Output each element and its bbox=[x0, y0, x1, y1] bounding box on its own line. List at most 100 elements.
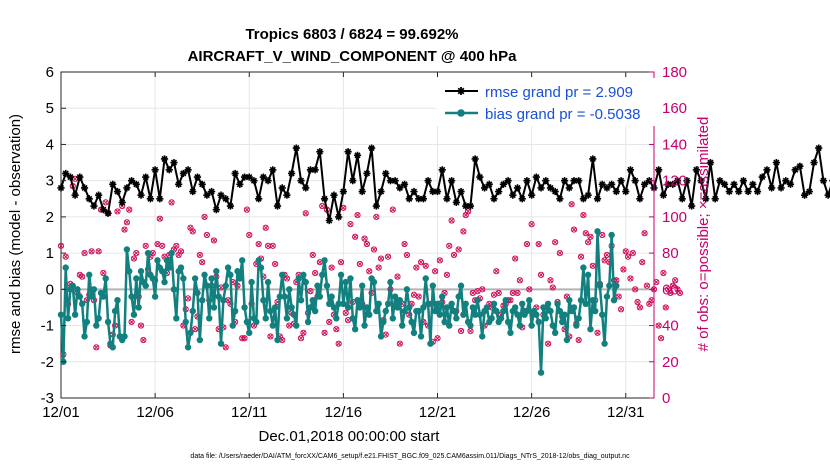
bias-point bbox=[220, 297, 227, 304]
bias-point bbox=[380, 318, 387, 326]
obs-possible-point bbox=[168, 199, 175, 206]
bias-point bbox=[307, 304, 314, 311]
obs-assimilated-point bbox=[451, 252, 457, 258]
obs-possible-point bbox=[636, 304, 643, 311]
bias-point bbox=[229, 322, 236, 329]
obs-possible-point bbox=[321, 329, 328, 336]
obs-assimilated-point bbox=[660, 270, 666, 276]
obs-possible-point bbox=[326, 318, 333, 326]
y-right-tick-label: 160 bbox=[662, 100, 687, 117]
rmse-point bbox=[664, 180, 672, 188]
obs-possible-point bbox=[335, 340, 342, 347]
rmse-point bbox=[570, 177, 578, 185]
obs-possible-point bbox=[297, 335, 305, 342]
bias-point bbox=[330, 304, 338, 311]
obs-assimilated-point bbox=[616, 294, 622, 300]
y-left-tick-label: 2 bbox=[46, 209, 54, 226]
obs-assimilated-point bbox=[256, 241, 262, 247]
obs-assimilated-point bbox=[496, 290, 502, 296]
bias-point bbox=[180, 275, 187, 282]
obs-assimilated-point bbox=[204, 232, 210, 238]
y-axis-right-label: # of obs: o=possible; ×=assimilated bbox=[695, 117, 712, 352]
rmse-point bbox=[349, 177, 357, 185]
obs-assimilated-point bbox=[493, 268, 499, 274]
obs-possible-point bbox=[537, 271, 545, 278]
obs-assimilated-point bbox=[583, 230, 589, 236]
obs-possible-point bbox=[639, 259, 646, 266]
obs-possible-point bbox=[328, 264, 335, 271]
bias-point bbox=[337, 271, 345, 279]
obs-assimilated-point bbox=[569, 201, 575, 207]
rmse-point bbox=[786, 180, 795, 188]
obs-possible-point bbox=[173, 242, 180, 249]
obs-possible-point bbox=[361, 235, 368, 242]
rmse-point bbox=[382, 169, 390, 178]
bias-point bbox=[446, 322, 453, 329]
rmse-point bbox=[424, 177, 432, 185]
bias-point bbox=[281, 293, 288, 300]
rmse-point bbox=[485, 180, 493, 188]
bias-point bbox=[269, 322, 276, 329]
rmse-point bbox=[193, 173, 202, 181]
bias-point bbox=[243, 318, 251, 326]
obs-assimilated-point bbox=[418, 259, 424, 265]
bias-point bbox=[295, 275, 302, 282]
bias-point bbox=[356, 304, 364, 311]
bias-point bbox=[410, 329, 418, 336]
obs-possible-point bbox=[272, 260, 279, 268]
rmse-point bbox=[368, 144, 376, 152]
bias-point bbox=[144, 249, 152, 257]
obs-assimilated-point bbox=[143, 243, 149, 249]
rmse-point bbox=[203, 191, 211, 199]
obs-possible-point bbox=[342, 309, 349, 316]
obs-assimilated-point bbox=[644, 283, 650, 289]
obs-assimilated-point bbox=[138, 323, 144, 329]
bias-point bbox=[366, 311, 373, 318]
obs-assimilated-point bbox=[319, 203, 325, 209]
obs-assimilated-point bbox=[625, 254, 631, 260]
rmse-point bbox=[255, 195, 263, 203]
rmse-point bbox=[735, 187, 743, 196]
obs-possible-point bbox=[643, 282, 651, 289]
rmse-point bbox=[212, 206, 220, 214]
rmse-point bbox=[104, 209, 112, 217]
obs-possible-point bbox=[479, 286, 486, 293]
bias-point bbox=[363, 304, 371, 311]
x-tick-label: 12/21 bbox=[419, 404, 457, 421]
y-left-tick-label: 3 bbox=[46, 173, 54, 190]
obs-possible-point bbox=[594, 329, 601, 336]
bias-point bbox=[361, 322, 368, 329]
bias-point bbox=[587, 325, 594, 333]
bias-point bbox=[78, 300, 86, 308]
obs-assimilated-point bbox=[340, 205, 346, 211]
bias-point bbox=[224, 264, 232, 271]
bias-point bbox=[166, 264, 173, 271]
bias-point bbox=[135, 304, 142, 311]
bias-point bbox=[434, 300, 441, 308]
obs-assimilated-point bbox=[81, 250, 88, 256]
bias-point bbox=[187, 329, 194, 336]
rmse-point bbox=[363, 169, 371, 178]
y-left-tick-label: 1 bbox=[46, 245, 54, 262]
bias-point bbox=[210, 304, 218, 311]
obs-assimilated-point bbox=[100, 270, 106, 276]
rmse-point bbox=[142, 173, 150, 181]
rmse-point bbox=[659, 191, 668, 199]
bias-point bbox=[142, 282, 149, 289]
rmse-point bbox=[278, 184, 286, 192]
bias-point bbox=[448, 300, 455, 308]
rmse-point bbox=[184, 166, 192, 174]
rmse-point bbox=[565, 184, 573, 192]
rmse-point bbox=[673, 177, 682, 185]
bias-point bbox=[375, 300, 382, 308]
bias-point bbox=[427, 340, 434, 347]
obs-assimilated-point bbox=[656, 323, 662, 329]
obs-assimilated-point bbox=[317, 259, 323, 265]
rmse-point bbox=[222, 195, 230, 203]
rmse-point bbox=[245, 173, 253, 181]
y-left-tick-label: 6 bbox=[46, 64, 54, 81]
rmse-point bbox=[330, 191, 338, 199]
rmse-point bbox=[763, 166, 771, 174]
bias-point bbox=[542, 315, 549, 322]
obs-possible-point bbox=[333, 326, 340, 333]
